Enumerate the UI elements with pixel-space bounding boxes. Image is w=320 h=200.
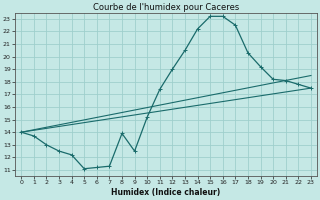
- X-axis label: Humidex (Indice chaleur): Humidex (Indice chaleur): [111, 188, 221, 197]
- Title: Courbe de l'humidex pour Caceres: Courbe de l'humidex pour Caceres: [93, 3, 239, 12]
